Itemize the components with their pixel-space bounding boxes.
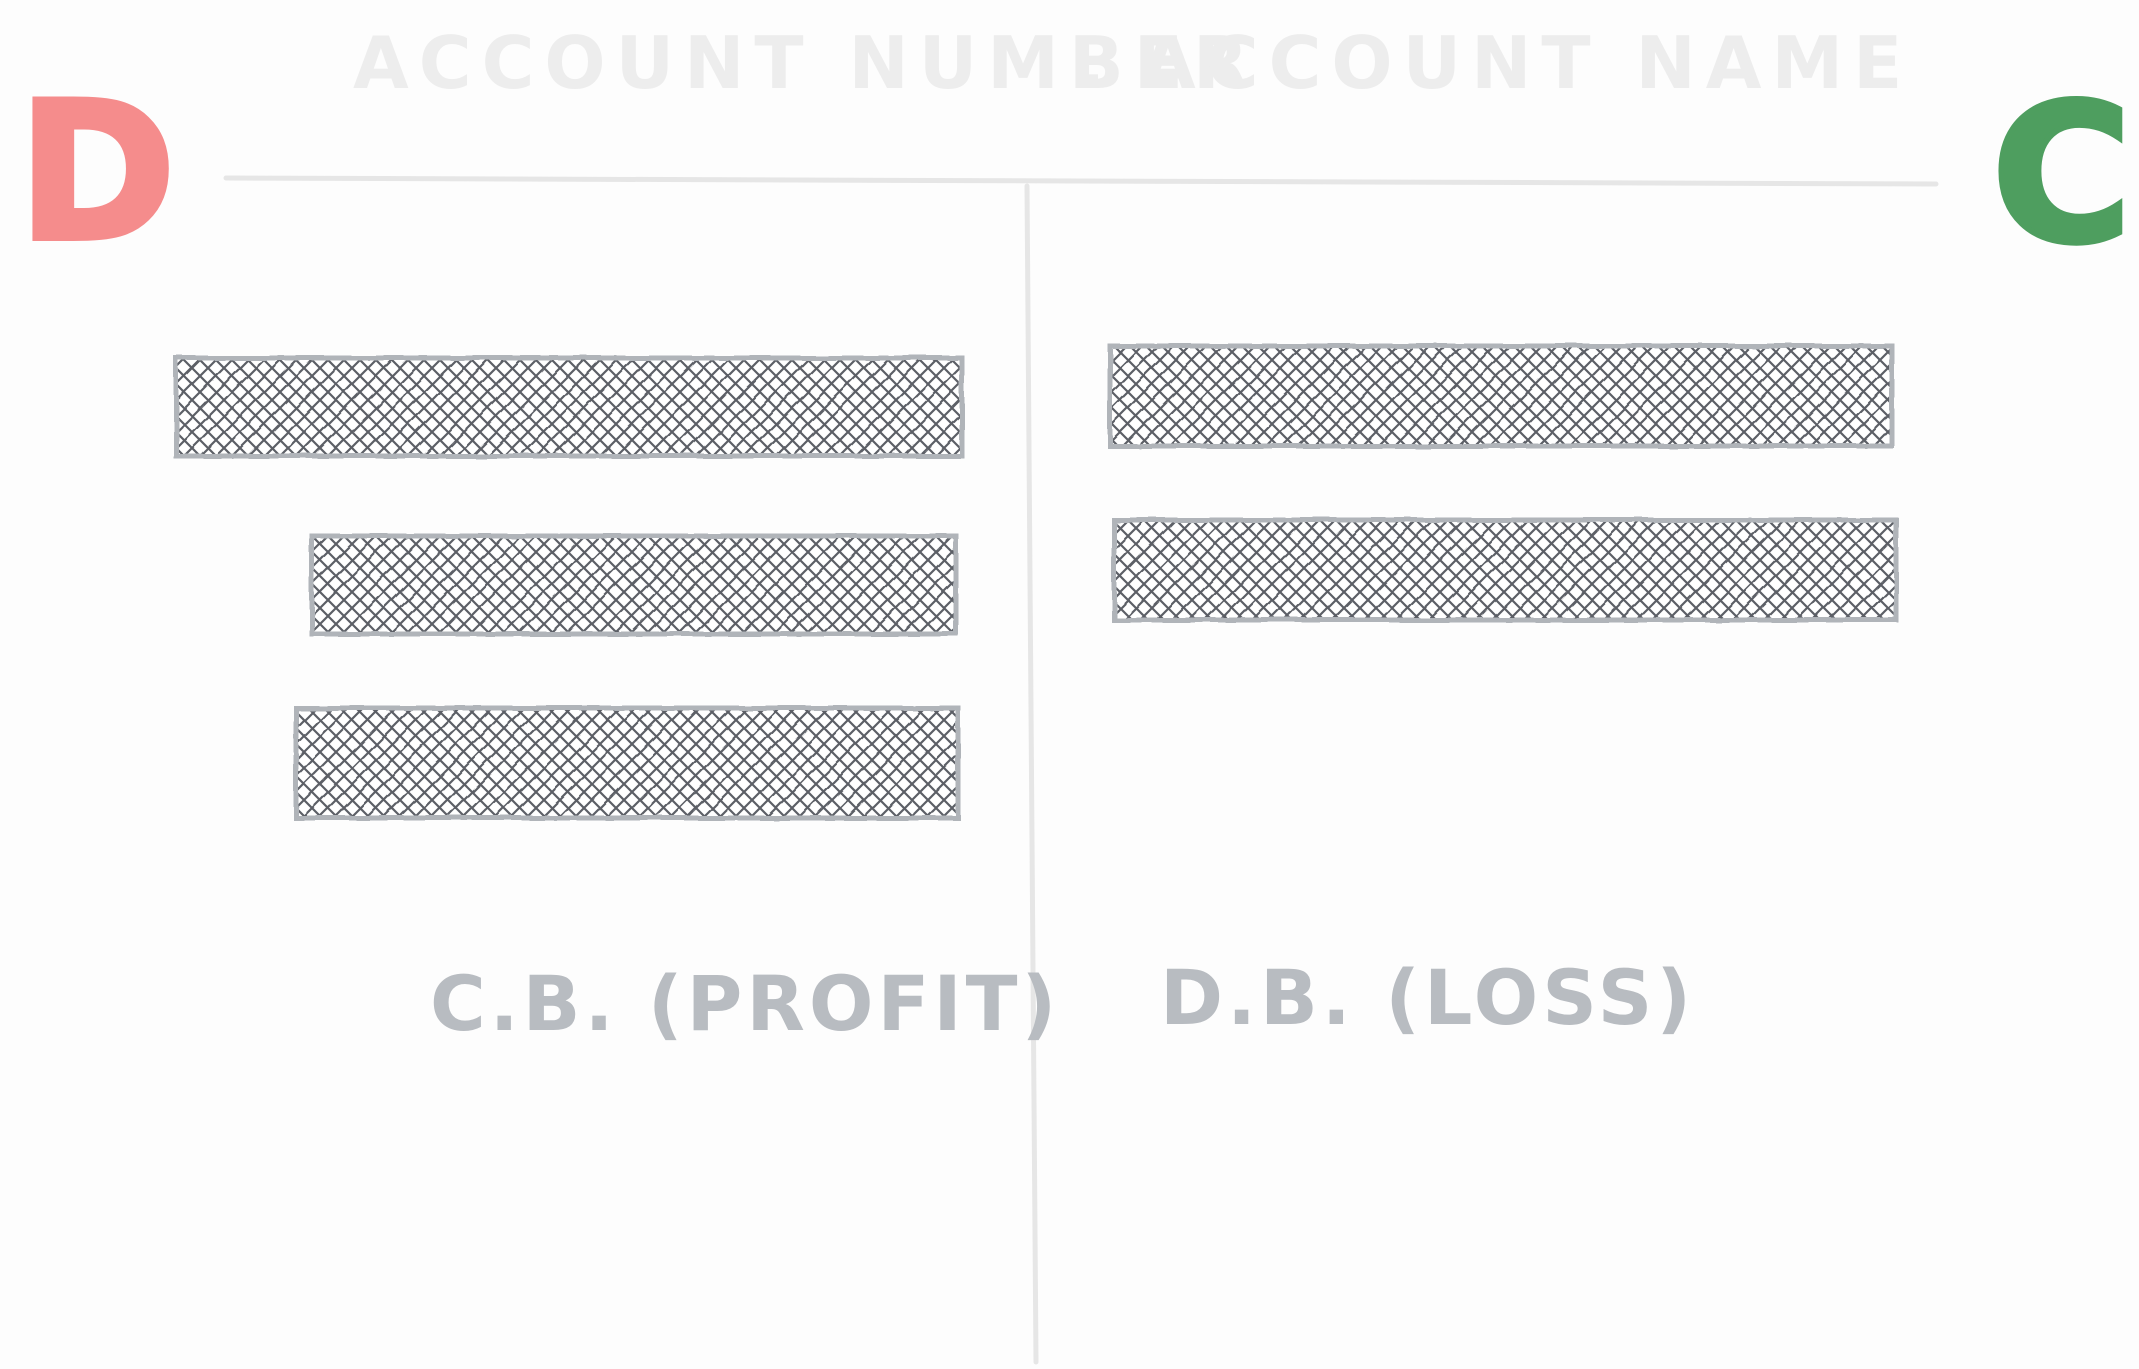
header-separator: . — [1078, 21, 1115, 105]
debit-side-letter: D — [18, 62, 176, 283]
credit-entry-bar — [1107, 343, 1895, 449]
t-account-frame — [223, 175, 1939, 1365]
credit-balance-label: D.B. (LOSS) — [1160, 953, 1695, 1042]
credit-side-letter: C — [1992, 64, 2131, 285]
debit-entry-bar — [293, 705, 961, 821]
t-horizontal-line — [223, 175, 1939, 187]
debit-entry-bar — [309, 533, 959, 637]
debit-entries — [173, 355, 965, 821]
debit-balance-label: C.B. (PROFIT) — [430, 959, 1060, 1048]
account-number-label: ACCOUNT NUMBER — [353, 21, 1258, 105]
credit-entry-bar — [1111, 517, 1899, 623]
account-header: ACCOUNT NUMBER . ACCOUNT NAME — [353, 21, 1912, 105]
debit-entry-bar — [173, 355, 965, 459]
t-vertical-line — [1024, 183, 1039, 1365]
account-name-label: ACCOUNT NAME — [1140, 21, 1912, 105]
credit-entries — [1107, 343, 1899, 623]
